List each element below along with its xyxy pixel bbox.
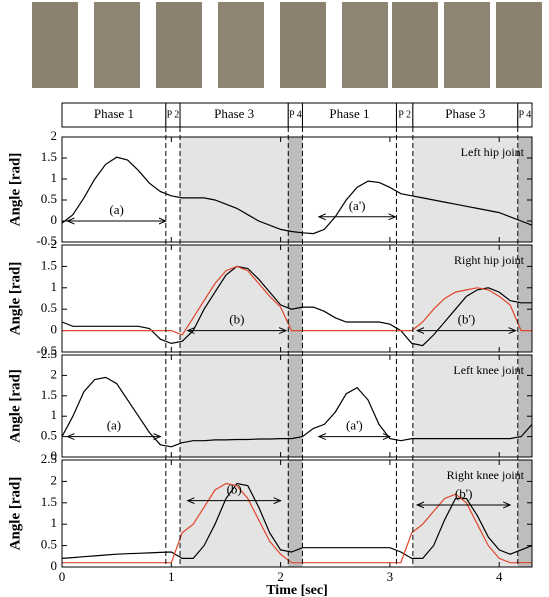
phase-shade <box>62 460 166 567</box>
phase-shade <box>180 355 288 457</box>
annotation-label: (b') <box>458 312 476 327</box>
y-tick-label: 0.5 <box>41 537 57 552</box>
phase-shade <box>180 460 288 567</box>
phase-shade <box>166 355 180 457</box>
y-tick-label: 0 <box>51 212 58 227</box>
y-tick-label: 2 <box>51 366 58 381</box>
y-tick-label: 1 <box>51 515 58 530</box>
phase-label: Phase 1 <box>329 106 369 121</box>
annotation-label: (a') <box>349 198 366 213</box>
annotation-label: (a) <box>109 202 123 217</box>
annotation-label: (b') <box>455 486 473 501</box>
y-tick-label: 2 <box>51 128 58 143</box>
phase-shade <box>288 355 302 457</box>
y-axis-label: Angle [rad] <box>7 262 23 336</box>
photo <box>94 2 140 88</box>
annotation-label: (b) <box>229 312 244 327</box>
photo <box>218 2 264 88</box>
y-tick-label: 1 <box>51 279 58 294</box>
phase-shade <box>302 460 396 567</box>
phase-shade <box>302 355 396 457</box>
phase-shade <box>62 137 166 242</box>
phase-shade <box>288 137 302 242</box>
y-tick-label: 0.5 <box>41 191 57 206</box>
y-tick-label: 1.5 <box>41 257 57 272</box>
annotation-label: (b) <box>227 482 242 497</box>
y-axis-label: Angle [rad] <box>7 369 23 443</box>
phase-label: P 4 <box>289 109 302 120</box>
photo <box>444 2 490 88</box>
x-axis-label: Time [sec] <box>266 583 328 597</box>
phase-shade <box>396 137 412 242</box>
photo <box>342 2 388 88</box>
y-tick-label: 0 <box>51 322 58 337</box>
phase-shade <box>62 245 166 352</box>
photo-strip <box>32 2 542 88</box>
x-tick-label: 1 <box>168 569 175 584</box>
y-tick-label: 0 <box>51 558 58 573</box>
phase-label: Phase 3 <box>214 106 254 121</box>
phase-label: P 2 <box>167 109 180 120</box>
y-tick-label: 1.5 <box>41 149 57 164</box>
phase-shade <box>302 245 396 352</box>
y-tick-label: 2 <box>51 472 58 487</box>
figure: Phase 1 P 2 Phase 3 P 4 Phase 1 P 2 Phase 3 P 4… <box>0 0 549 597</box>
y-axis-label: Angle [rad] <box>7 477 23 551</box>
y-tick-label: 1.5 <box>41 494 57 509</box>
photo <box>496 2 542 88</box>
y-tick-label: 0.5 <box>41 428 57 443</box>
y-tick-label: 1.5 <box>41 387 57 402</box>
y-tick-label: 2 <box>51 236 58 251</box>
phase-label: Phase 1 <box>94 106 134 121</box>
y-tick-label: 1 <box>51 407 58 422</box>
x-tick-label: 3 <box>387 569 394 584</box>
photo <box>280 2 326 88</box>
phase-shade <box>288 245 302 352</box>
y-tick-label: 1 <box>51 170 58 185</box>
phase-label: P 4 <box>519 109 532 120</box>
x-tick-label: 2 <box>277 569 284 584</box>
x-tick-label: 0 <box>59 569 66 584</box>
phase-shade <box>166 137 180 242</box>
x-tick-label: 4 <box>496 569 503 584</box>
panel-title: Left hip joint <box>461 145 525 159</box>
annotation-label: (a) <box>107 418 121 433</box>
photo <box>392 2 438 88</box>
phase-shade <box>302 137 396 242</box>
annotation-label: (a') <box>346 418 363 433</box>
phase-label: Phase 3 <box>445 106 485 121</box>
phase-shade <box>396 355 412 457</box>
phase-shade <box>166 460 180 567</box>
y-axis-label: Angle [rad] <box>7 153 23 227</box>
panel-title: Right hip joint <box>454 253 525 267</box>
panel-title: Right knee joint <box>447 468 525 482</box>
photo <box>156 2 202 88</box>
y-tick-label: 2.5 <box>41 451 57 466</box>
phase-shade <box>166 245 180 352</box>
photo <box>32 2 78 88</box>
panel-title: Left knee joint <box>453 363 524 377</box>
phase-label: P 2 <box>398 109 411 120</box>
y-tick-label: 2.5 <box>41 346 57 361</box>
y-tick-label: 0.5 <box>41 300 57 315</box>
